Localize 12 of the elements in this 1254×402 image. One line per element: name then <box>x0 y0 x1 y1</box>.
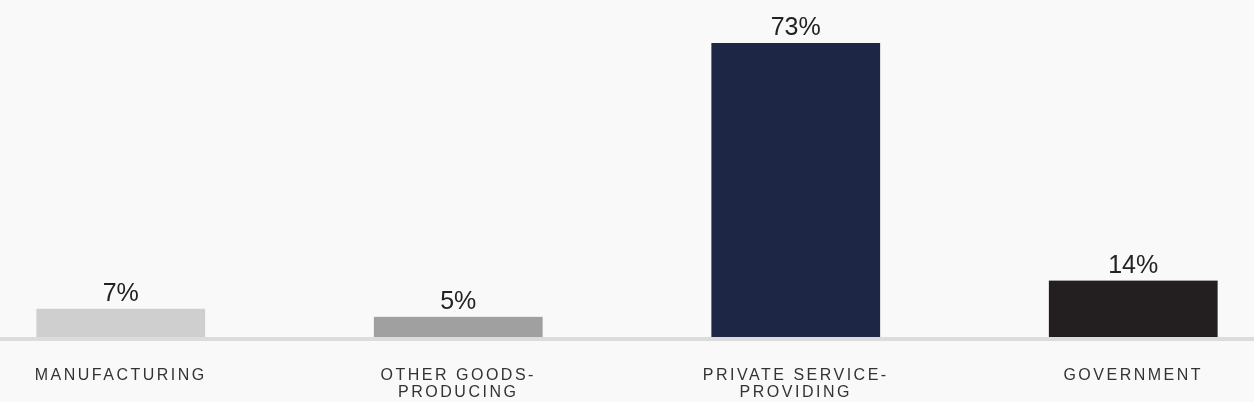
data-label: 5% <box>440 285 477 314</box>
data-label: 73% <box>770 12 821 40</box>
bar <box>373 316 543 337</box>
data-label: 14% <box>1108 249 1159 278</box>
bar <box>1048 280 1218 337</box>
x-tick-label: GOVERNMENT <box>1063 366 1204 383</box>
x-tick-label: MANUFACTURING <box>34 366 207 383</box>
bar <box>711 43 881 337</box>
data-label: 7% <box>102 277 139 306</box>
x-tick-label: PRIVATE SERVICE-PROVIDING <box>702 366 889 400</box>
x-tick-label: OTHER GOODS-PRODUCING <box>380 366 536 400</box>
bar <box>36 308 206 337</box>
